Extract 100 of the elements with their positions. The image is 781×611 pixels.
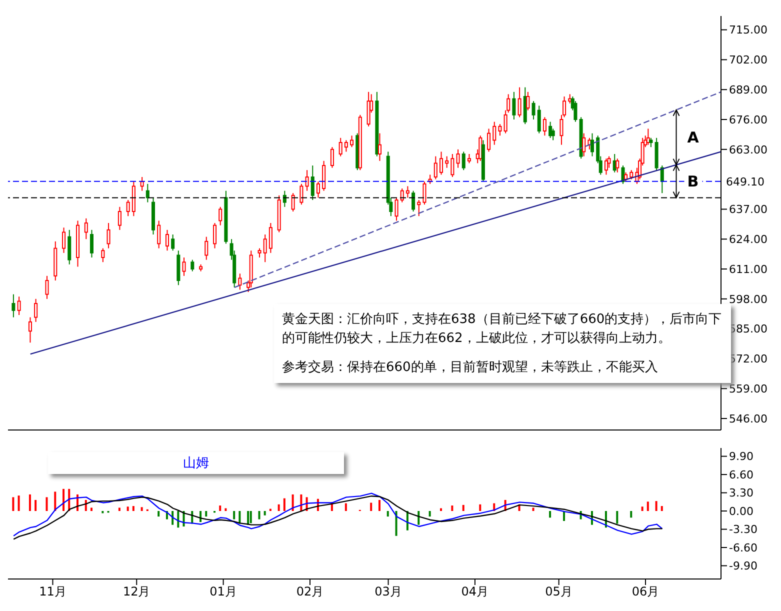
bar <box>247 511 250 525</box>
candlestick <box>338 137 342 157</box>
x-tick-label: 12月 <box>122 584 150 599</box>
candlestick <box>90 229 94 258</box>
annotation: A <box>687 128 700 146</box>
y-tick-label: 559.00 <box>729 382 768 396</box>
candlestick <box>532 100 536 120</box>
candlestick <box>268 222 272 254</box>
candlestick <box>574 100 578 122</box>
bar <box>233 511 236 520</box>
bar <box>549 511 552 518</box>
candlestick <box>263 234 267 263</box>
candlestick <box>412 190 416 212</box>
candlestick <box>462 151 466 171</box>
candlestick <box>28 316 32 344</box>
y-tick-label: -6.60 <box>729 541 758 554</box>
x-tick-label: 01月 <box>210 584 237 599</box>
bar <box>177 511 180 528</box>
annotation: B <box>687 172 699 190</box>
bar <box>462 504 464 512</box>
candlestick <box>450 154 454 178</box>
y-tick-label: 637.00 <box>729 203 768 216</box>
candlestick <box>590 132 594 157</box>
candlestick <box>616 158 620 173</box>
candlestick <box>157 220 161 249</box>
candlestick <box>526 91 530 111</box>
x-tick-label: 05月 <box>545 584 572 599</box>
bar <box>28 494 31 512</box>
candlestick <box>182 257 186 276</box>
y-tick-label: 689.00 <box>729 84 768 97</box>
candlestick <box>394 197 398 222</box>
y-tick-label: -3.30 <box>729 523 758 536</box>
label-panel: 山姆 <box>48 452 344 474</box>
bar <box>132 506 134 512</box>
bar <box>440 508 442 512</box>
bar <box>370 502 372 512</box>
candlestick <box>456 148 460 168</box>
candlestick <box>305 170 309 192</box>
bar <box>428 511 431 517</box>
y-tick-label: 598.00 <box>729 292 768 306</box>
bar <box>62 488 65 512</box>
candlestick <box>478 135 482 162</box>
bar <box>158 511 160 517</box>
candlestick <box>630 170 634 180</box>
candlestick <box>310 165 314 200</box>
y-tick-label: 611.00 <box>729 262 768 276</box>
candlestick <box>344 140 348 152</box>
y-tick-label: 9.90 <box>729 450 754 464</box>
candlestick <box>548 121 552 138</box>
bar <box>344 503 347 512</box>
candlestick <box>487 128 491 152</box>
bar <box>12 497 14 512</box>
bar <box>451 505 454 512</box>
bar <box>126 506 129 512</box>
bar <box>386 511 389 517</box>
annotation: 参考交易：保持在660的单，目前暂时观望，未等跌止，不能买入 <box>282 359 659 377</box>
bar <box>479 504 482 512</box>
candlestick <box>62 227 66 254</box>
y-tick-label: 676.00 <box>729 113 768 126</box>
x-tick-label: 03月 <box>374 584 402 599</box>
bar <box>224 508 227 512</box>
candlestick <box>282 190 286 208</box>
x-tick-label: 06月 <box>632 584 660 599</box>
candlestick <box>498 124 502 136</box>
y-tick-label: -9.90 <box>729 560 758 573</box>
bar <box>34 500 37 512</box>
y-tick-label: 6.60 <box>729 468 754 482</box>
candlestick <box>165 229 169 252</box>
candlestick <box>322 160 326 192</box>
bar <box>283 498 286 512</box>
y-tick-label: 546.00 <box>729 412 768 426</box>
annotation: 黄金天图：汇价向吓，支持在638（目前已经下破了660的支持），后市向下的可能性仍较大，上压力在662，上破此位，才可以获得向上动力。 <box>282 311 723 348</box>
bar <box>250 511 252 524</box>
bar <box>140 507 143 512</box>
candlestick <box>518 86 522 118</box>
candlestick <box>218 206 222 226</box>
candlestick <box>439 151 444 176</box>
candlestick <box>84 218 88 240</box>
bar <box>54 492 56 512</box>
bar <box>378 500 380 512</box>
ref-line-label: 649.10 <box>726 175 764 188</box>
candlestick <box>258 248 262 258</box>
candlestick <box>12 294 16 318</box>
candlestick <box>204 236 208 260</box>
bar <box>646 502 649 512</box>
candlestick <box>45 275 49 300</box>
candlestick <box>467 154 471 164</box>
candlestick <box>300 183 304 206</box>
bar <box>418 511 420 525</box>
y-tick-label: 624.00 <box>729 233 768 246</box>
candlestick <box>213 222 217 249</box>
bar <box>616 511 618 524</box>
candlestick <box>146 183 150 203</box>
candlestick <box>649 137 653 148</box>
candlestick <box>434 156 438 180</box>
bar <box>563 511 566 521</box>
y-tick-label: 663.00 <box>729 143 768 156</box>
bar <box>630 511 632 518</box>
candlestick <box>400 188 404 203</box>
candlestick <box>542 116 546 136</box>
